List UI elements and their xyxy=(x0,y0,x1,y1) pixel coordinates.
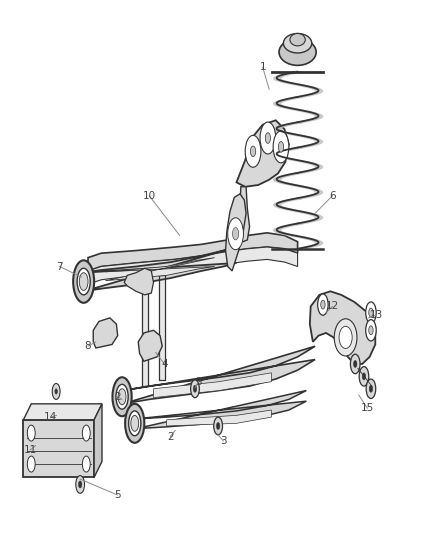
Polygon shape xyxy=(124,268,153,295)
Polygon shape xyxy=(142,284,148,386)
Text: 6: 6 xyxy=(329,191,336,200)
Circle shape xyxy=(369,326,373,335)
Circle shape xyxy=(279,142,284,152)
Text: 15: 15 xyxy=(361,403,374,413)
Circle shape xyxy=(260,122,276,154)
Polygon shape xyxy=(88,233,297,271)
Circle shape xyxy=(27,456,35,472)
Circle shape xyxy=(245,135,261,167)
Polygon shape xyxy=(237,120,289,187)
Circle shape xyxy=(350,354,360,374)
Circle shape xyxy=(216,423,220,430)
Text: 7: 7 xyxy=(57,262,63,271)
Text: 2: 2 xyxy=(114,392,121,402)
Circle shape xyxy=(27,425,35,441)
Polygon shape xyxy=(23,420,94,478)
Circle shape xyxy=(52,383,60,399)
Circle shape xyxy=(273,131,289,163)
Ellipse shape xyxy=(73,260,94,303)
Polygon shape xyxy=(88,247,297,284)
Circle shape xyxy=(193,385,197,392)
Circle shape xyxy=(265,133,271,143)
Circle shape xyxy=(366,302,376,323)
Text: 2: 2 xyxy=(167,432,173,442)
Ellipse shape xyxy=(129,411,141,436)
Ellipse shape xyxy=(116,384,128,409)
Circle shape xyxy=(369,385,373,392)
Circle shape xyxy=(191,380,199,398)
Polygon shape xyxy=(93,318,118,348)
Polygon shape xyxy=(84,247,237,292)
Circle shape xyxy=(228,218,244,249)
Polygon shape xyxy=(138,330,162,361)
Circle shape xyxy=(55,389,57,394)
Polygon shape xyxy=(166,410,272,426)
Circle shape xyxy=(118,389,126,405)
Ellipse shape xyxy=(77,268,90,295)
Ellipse shape xyxy=(283,34,312,53)
Text: 10: 10 xyxy=(143,191,155,200)
Text: 12: 12 xyxy=(326,301,339,311)
Circle shape xyxy=(82,456,90,472)
Polygon shape xyxy=(159,276,165,380)
Polygon shape xyxy=(226,194,246,271)
Ellipse shape xyxy=(339,326,352,349)
Ellipse shape xyxy=(334,319,357,356)
Polygon shape xyxy=(153,373,272,398)
Polygon shape xyxy=(106,257,215,281)
Text: 4: 4 xyxy=(161,359,168,369)
Ellipse shape xyxy=(125,404,145,443)
Text: 1: 1 xyxy=(259,62,266,72)
Circle shape xyxy=(353,360,357,368)
Polygon shape xyxy=(310,292,375,364)
Text: 11: 11 xyxy=(24,445,37,455)
Circle shape xyxy=(82,425,90,441)
Circle shape xyxy=(79,273,88,290)
Circle shape xyxy=(366,379,376,399)
Text: 5: 5 xyxy=(114,490,121,500)
Circle shape xyxy=(366,320,376,341)
Circle shape xyxy=(131,415,139,431)
Polygon shape xyxy=(136,391,306,429)
Text: 3: 3 xyxy=(220,436,227,446)
Circle shape xyxy=(369,308,373,317)
Polygon shape xyxy=(237,187,250,241)
Circle shape xyxy=(359,367,369,386)
Polygon shape xyxy=(123,346,315,404)
Ellipse shape xyxy=(113,377,132,416)
Text: 8: 8 xyxy=(85,341,92,351)
Circle shape xyxy=(321,300,325,309)
Circle shape xyxy=(214,417,223,435)
Polygon shape xyxy=(23,404,102,420)
Circle shape xyxy=(318,294,328,315)
Ellipse shape xyxy=(290,34,305,46)
Circle shape xyxy=(78,481,82,488)
Text: 13: 13 xyxy=(370,310,383,320)
Polygon shape xyxy=(94,404,102,478)
Ellipse shape xyxy=(279,39,316,66)
Circle shape xyxy=(76,475,85,494)
Circle shape xyxy=(362,373,366,380)
Text: 3: 3 xyxy=(195,377,202,386)
Circle shape xyxy=(233,228,239,240)
Circle shape xyxy=(251,146,256,157)
Text: 14: 14 xyxy=(44,412,57,422)
